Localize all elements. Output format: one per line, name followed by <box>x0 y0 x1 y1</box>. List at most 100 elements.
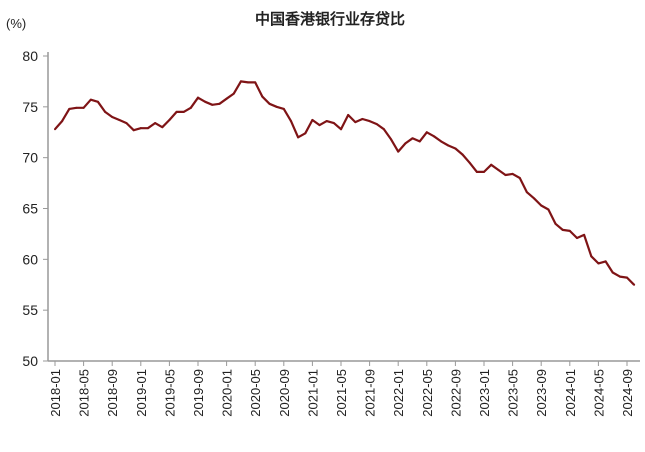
x-tick-label: 2023-05 <box>506 369 521 417</box>
data-point <box>633 283 636 286</box>
data-point <box>533 197 536 200</box>
data-point <box>483 170 485 173</box>
data-point <box>518 177 521 179</box>
x-tick-label: 2022-05 <box>420 369 435 417</box>
data-point <box>132 129 135 132</box>
x-tick-label: 2019-09 <box>191 369 206 417</box>
data-point <box>182 110 185 113</box>
data-point <box>197 96 199 99</box>
data-point <box>361 118 364 121</box>
data-point <box>447 144 450 147</box>
data-point <box>468 161 471 164</box>
data-point <box>168 119 171 122</box>
data-point <box>554 222 557 225</box>
data-point <box>497 168 500 171</box>
x-tick-label: 2024-09 <box>620 369 635 417</box>
data-point <box>89 98 92 101</box>
x-tick-label: 2022-01 <box>391 369 406 417</box>
data-point <box>382 128 385 131</box>
data-point <box>390 138 393 141</box>
data-point <box>626 276 628 279</box>
data-point <box>204 100 207 103</box>
x-tick-label: 2023-09 <box>534 369 549 417</box>
y-tick-label: 65 <box>22 201 38 217</box>
y-tick-label: 60 <box>22 251 38 267</box>
data-point <box>82 106 85 109</box>
y-axis-label: (%) <box>6 16 26 31</box>
data-point <box>54 128 56 131</box>
x-tick-label: 2018-05 <box>77 369 92 417</box>
x-tick-label: 2020-05 <box>248 369 263 417</box>
y-tick-label: 70 <box>22 150 38 166</box>
x-tick-label: 2023-01 <box>477 369 492 417</box>
data-point <box>211 103 214 106</box>
y-tick-label: 80 <box>22 48 38 64</box>
data-point <box>254 81 257 84</box>
y-tick-label: 75 <box>22 99 38 115</box>
data-point <box>261 95 264 98</box>
data-point <box>318 124 321 127</box>
data-point <box>96 100 99 103</box>
data-point <box>461 153 464 156</box>
data-point <box>218 102 221 105</box>
data-point <box>75 106 78 109</box>
x-tick-label: 2018-01 <box>48 369 63 417</box>
data-point <box>597 262 600 265</box>
data-point <box>575 236 578 239</box>
data-point <box>297 136 300 139</box>
x-tick-label: 2024-05 <box>591 369 606 417</box>
data-point <box>454 147 457 150</box>
data-point <box>568 229 571 232</box>
data-point <box>418 140 421 143</box>
data-point <box>490 163 493 166</box>
data-point <box>397 150 400 153</box>
data-point <box>547 208 550 211</box>
data-point <box>375 123 378 126</box>
data-point <box>440 140 443 143</box>
data-point <box>504 173 507 176</box>
data-point <box>475 170 478 173</box>
data-point <box>340 128 342 131</box>
data-point <box>189 106 192 109</box>
data-point <box>275 105 278 108</box>
y-tick-label: 55 <box>22 302 38 318</box>
data-point <box>425 131 428 134</box>
x-tick-label: 2019-01 <box>134 369 149 417</box>
data-point <box>139 127 142 130</box>
x-tick-label: 2024-01 <box>563 369 578 417</box>
data-point <box>111 116 114 118</box>
data-point <box>332 122 335 125</box>
series-line <box>54 80 635 286</box>
data-point <box>511 172 514 175</box>
data-point <box>61 120 64 123</box>
data-point <box>282 107 285 110</box>
data-point <box>225 97 228 100</box>
data-point <box>525 191 528 194</box>
data-point <box>325 120 328 123</box>
data-point <box>583 233 586 236</box>
data-point <box>347 113 350 116</box>
data-point <box>404 142 407 145</box>
x-tick-label: 2021-01 <box>305 369 320 417</box>
data-point <box>118 119 121 122</box>
data-point <box>368 120 371 123</box>
x-tick-label: 2021-09 <box>363 369 378 417</box>
data-point <box>175 110 178 113</box>
data-point <box>125 122 128 125</box>
data-point <box>604 260 607 263</box>
x-tick-label: 2021-05 <box>334 369 349 417</box>
y-tick-label: 50 <box>22 353 38 369</box>
data-point <box>354 121 357 124</box>
data-point <box>311 119 314 122</box>
x-tick-label: 2019-05 <box>162 369 177 417</box>
data-point <box>161 126 164 129</box>
data-point <box>590 255 593 258</box>
data-point <box>154 122 157 125</box>
chart-title: 中国香港银行业存贷比 <box>255 10 405 28</box>
x-tick-label: 2022-09 <box>448 369 463 417</box>
data-point <box>611 271 614 274</box>
data-point <box>239 80 242 83</box>
data-point <box>232 92 235 95</box>
